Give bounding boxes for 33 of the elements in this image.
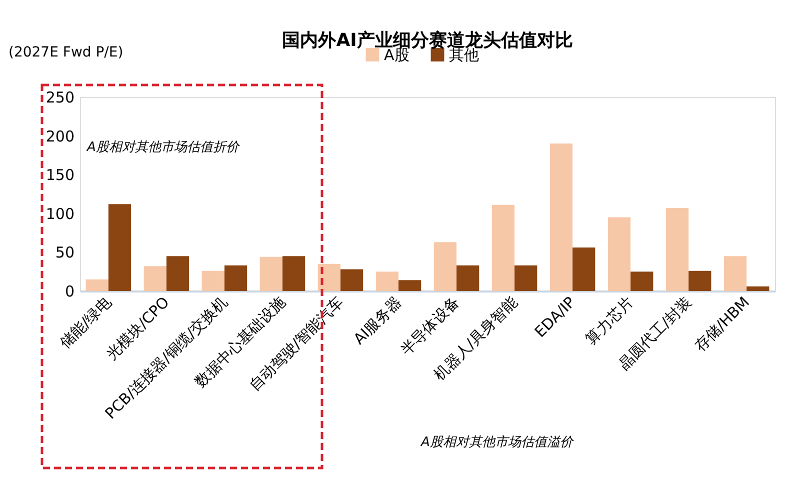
bar (86, 279, 108, 291)
bar (688, 270, 712, 291)
bar (376, 272, 398, 291)
bar (724, 256, 747, 291)
bar (202, 270, 224, 291)
annotation: A股相对其他市场估值折价 (86, 140, 240, 155)
y-tick-label: 150 (46, 166, 74, 184)
bar (144, 266, 166, 291)
y-tick-label: 250 (46, 88, 74, 106)
bar (224, 265, 248, 291)
bar (514, 265, 538, 291)
bar (318, 264, 340, 291)
y-tick-label: 100 (46, 204, 74, 223)
bar (746, 286, 770, 291)
bar (550, 144, 573, 291)
bar (398, 280, 422, 291)
bar (434, 242, 457, 291)
bar (282, 256, 306, 291)
bar (166, 256, 190, 291)
bar (492, 204, 515, 291)
bar (608, 217, 631, 291)
y-tick-label: 200 (46, 127, 74, 146)
y-axis-title: (2027E Fwd P/E) (8, 44, 124, 60)
text: A股相对其他市场估值溢价 (420, 435, 574, 450)
bar (630, 272, 654, 291)
bar (340, 269, 364, 291)
bar (260, 256, 282, 291)
bar (572, 248, 596, 291)
y-tick-label: 50 (55, 244, 74, 262)
bar (666, 208, 689, 291)
bar (456, 265, 480, 291)
y-tick-label: 0 (64, 282, 74, 300)
bar (108, 204, 132, 291)
